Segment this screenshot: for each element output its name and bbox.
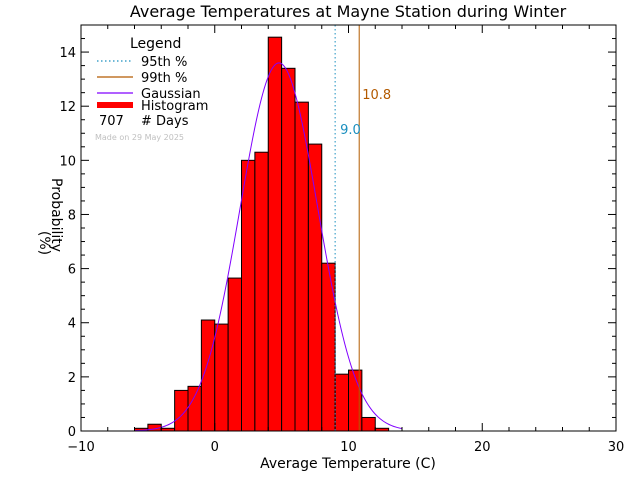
x-tick-label: 0 — [211, 440, 219, 455]
legend-label-gaussian: Gaussian — [141, 87, 201, 102]
percentile-99-label: 10.8 — [362, 88, 391, 103]
legend-label-99th: 99th % — [141, 71, 187, 86]
histogram-bar — [334, 373, 349, 432]
percentile-95-label: 9.0 — [340, 123, 361, 138]
chart-title: Average Temperatures at Mayne Station du… — [130, 2, 567, 21]
histogram-bar — [281, 67, 296, 432]
y-tick-label: 2 — [68, 371, 76, 386]
legend-title: Legend — [130, 36, 181, 52]
x-tick-label: 30 — [608, 440, 625, 455]
histogram-bar — [187, 385, 202, 432]
x-axis-label: Average Temperature (C) — [260, 456, 436, 472]
histogram-bar — [321, 262, 336, 432]
histogram-bar — [361, 416, 376, 432]
gaussian-layer — [134, 62, 403, 432]
legend-label-95th: 95th % — [141, 55, 187, 70]
histogram-bar — [294, 101, 309, 432]
histogram-bar — [214, 323, 229, 432]
histogram-bar — [267, 36, 283, 432]
y-tick-label: 8 — [68, 208, 76, 223]
y-axis-unit: (%) — [36, 231, 52, 255]
y-tick-label: 6 — [68, 263, 76, 278]
legend-label-histogram: Histogram — [141, 99, 208, 114]
y-axis-label: Probability — [48, 178, 64, 252]
y-tick-label: 4 — [68, 317, 76, 332]
histogram-bar — [241, 159, 256, 432]
x-tick-label: 10 — [340, 440, 357, 455]
histogram-bar — [348, 369, 363, 432]
y-tick-label: 10 — [59, 154, 76, 169]
percentile-layer: 9.0 10.8 — [334, 25, 391, 431]
legend-days-label: # Days — [141, 114, 189, 129]
x-tick-label: 20 — [474, 440, 491, 455]
y-tick-label: 14 — [59, 46, 76, 61]
y-tick-label: 0 — [68, 425, 76, 440]
y-tick-label: 12 — [59, 100, 76, 115]
gaussian-curve — [134, 62, 403, 432]
histogram-bar — [307, 143, 323, 432]
legend: Legend 95th % 99th % Gaussian Histogram … — [95, 36, 208, 142]
made-on-note: Made on 29 May 2025 — [95, 133, 184, 142]
histogram-bar — [227, 277, 242, 432]
histogram-bar — [254, 151, 269, 432]
legend-days-count: 707 — [99, 114, 124, 129]
x-tick-label: −10 — [67, 440, 94, 455]
